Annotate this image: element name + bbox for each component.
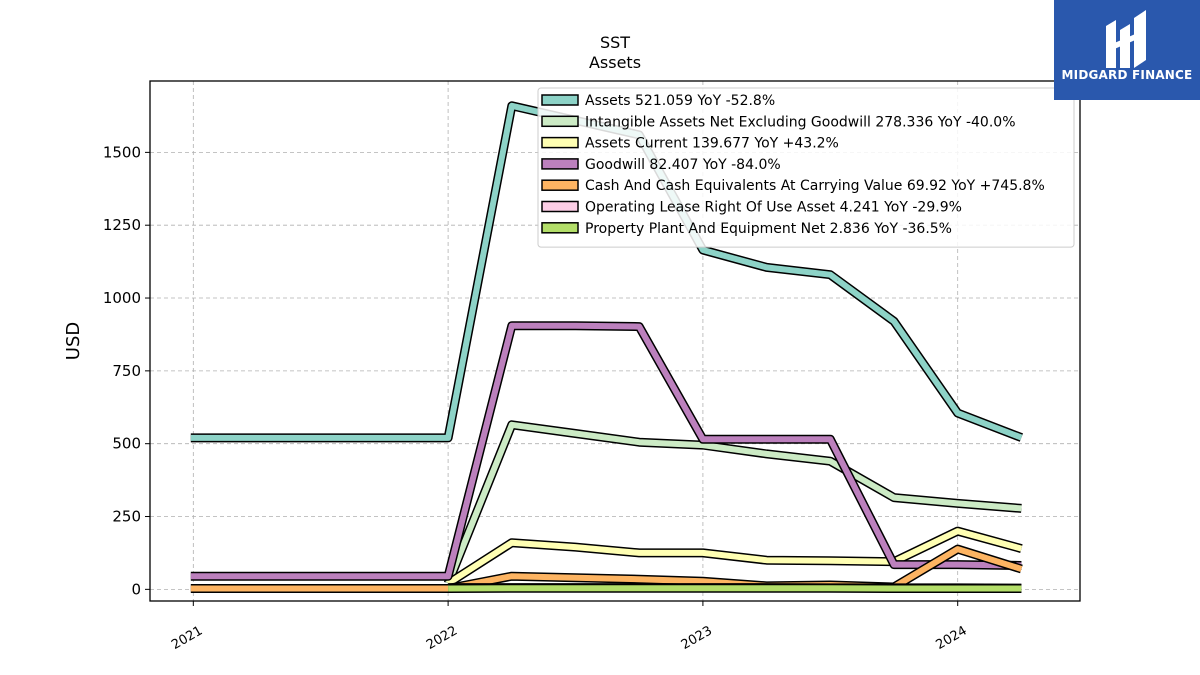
- legend-box: [537, 87, 1075, 248]
- legend-swatch: [541, 158, 579, 170]
- series-line: [445, 421, 1022, 585]
- legend-swatch: [541, 115, 579, 128]
- series-2: [445, 526, 1023, 588]
- legend-entry: Property Plant And Equipment Net 2.836 Y…: [585, 221, 952, 237]
- y-tick-label: 1000: [103, 289, 141, 307]
- plot-frame: [149, 80, 1081, 602]
- legend-swatch: [541, 179, 579, 191]
- series-4: [190, 544, 1023, 593]
- legend-entry: Intangible Assets Net Excluding Goodwill…: [585, 114, 1016, 130]
- legend-swatch: [541, 136, 579, 149]
- legend-entry: Cash And Cash Equivalents At Carrying Va…: [585, 178, 1045, 194]
- chart-subtitle: Assets: [589, 53, 641, 72]
- series-0: [190, 101, 1024, 443]
- series-lines: [190, 101, 1024, 593]
- legend-entry: Goodwill 82.407 YoY -84.0%: [585, 157, 781, 173]
- y-tick-label: 1500: [103, 143, 141, 161]
- logo-text: MIDGARD FINANCE: [1061, 68, 1193, 82]
- legend-swatch: [541, 94, 579, 106]
- legend: Assets 521.059 YoY -52.8% Intangible Asse…: [537, 87, 1075, 248]
- midgard-finance-logo: MIDGARD FINANCE: [1054, 0, 1200, 100]
- series-line: [190, 546, 1023, 592]
- y-tick-label: 1250: [103, 216, 141, 234]
- series-line: [190, 102, 1023, 441]
- chart-title: SST: [600, 33, 630, 52]
- y-axis-label: USD: [63, 322, 84, 360]
- x-tick-label: 2024: [934, 623, 970, 653]
- x-tick-label: 2022: [424, 623, 460, 653]
- logo-mark-icon: [1106, 10, 1146, 68]
- series-line: [190, 322, 1022, 580]
- y-tick-label: 250: [112, 508, 141, 526]
- series-1: [443, 420, 1022, 586]
- legend-swatch: [541, 222, 579, 234]
- series-line-outline: [190, 321, 1022, 581]
- x-tick-label: 2021: [169, 623, 205, 653]
- legend-entry: Assets 521.059 YoY -52.8%: [585, 93, 775, 109]
- y-tick-label: 750: [112, 362, 141, 380]
- legend-entry: Operating Lease Right Of Use Asset 4.241…: [585, 200, 962, 216]
- y-tick-label: 0: [131, 580, 141, 598]
- legend-swatch: [541, 200, 579, 213]
- x-tick-label: 2023: [679, 623, 715, 653]
- series-line: [446, 528, 1023, 587]
- series-3: [190, 321, 1022, 581]
- legend-entry: Assets Current 139.677 YoY +43.2%: [585, 136, 839, 152]
- y-tick-label: 500: [112, 435, 141, 453]
